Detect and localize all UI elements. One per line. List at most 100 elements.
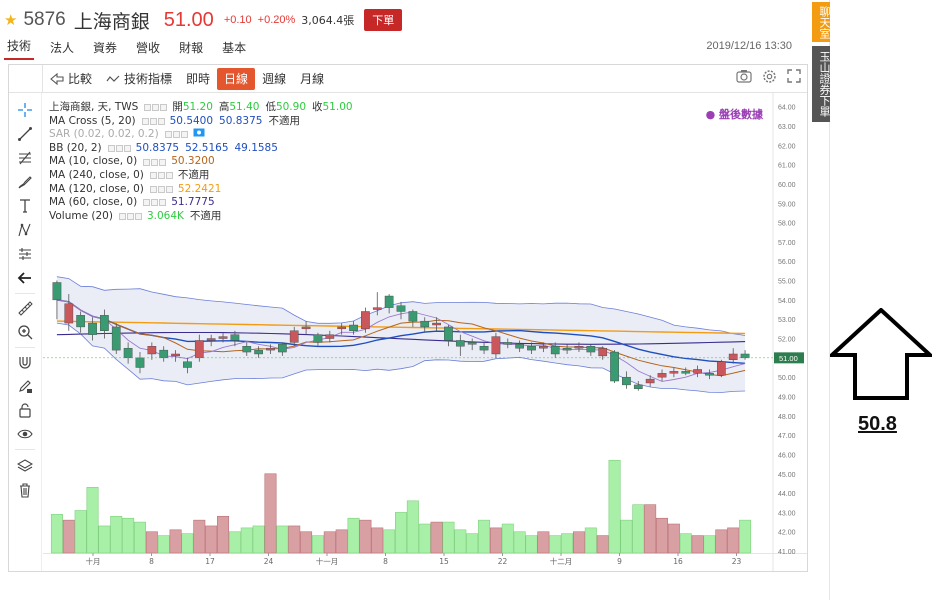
tab-margin[interactable]: 資券: [93, 41, 118, 55]
sar-eye-icon[interactable]: [193, 128, 205, 142]
measure-icon[interactable]: [16, 245, 34, 263]
volume-bar: [217, 515, 230, 554]
legend-controls[interactable]: [149, 185, 174, 193]
legend-symbol-row: 上海商銀, 天, TWS 開 51.20 高 51.40 低 50.90 收 51.00: [49, 101, 359, 115]
pattern-icon[interactable]: [16, 221, 34, 239]
volume-bar: [300, 531, 313, 554]
open-value: 51.20: [182, 101, 213, 113]
legend-controls[interactable]: [143, 199, 167, 207]
interval-weekly[interactable]: 週線: [262, 72, 287, 86]
text-tool-icon[interactable]: [16, 197, 34, 215]
trend-line-icon[interactable]: [16, 125, 34, 143]
y-tick-label: 60.00: [778, 182, 796, 189]
stock-name: 上海商銀: [73, 10, 150, 33]
tab-institutional[interactable]: 法人: [50, 41, 75, 55]
tab-fundamentals[interactable]: 基本: [222, 41, 247, 55]
y-tick-label: 53.00: [778, 317, 796, 324]
volume-bar: [584, 527, 597, 554]
y-tick-label: 61.00: [778, 163, 796, 170]
candle-body: [408, 311, 418, 322]
candle-body: [693, 369, 702, 374]
legend-controls[interactable]: [144, 104, 168, 112]
up-arrow-icon: [830, 308, 932, 400]
pencil-lock-icon[interactable]: [16, 377, 34, 395]
x-tick-label: 15: [439, 557, 449, 566]
legend-controls[interactable]: [141, 117, 166, 125]
volume-bar: [454, 529, 467, 554]
eye-icon[interactable]: [16, 425, 34, 443]
volume-bar: [86, 487, 99, 554]
legend-controls[interactable]: [107, 145, 132, 153]
tab-financials[interactable]: 財報: [179, 41, 204, 55]
volume-bar: [335, 529, 348, 554]
candle-body: [100, 315, 109, 331]
candle-body: [444, 326, 453, 341]
candle-body: [183, 361, 192, 368]
chart-toolbar: 比較 技術指標 即時 日線 週線 月線: [9, 64, 807, 93]
volume-bar: [525, 535, 538, 554]
legend-ma120: MA (120, close, 0) 52.2421: [49, 183, 359, 197]
indicators-button[interactable]: 技術指標: [99, 68, 179, 90]
broker-order-button[interactable]: 玉山證券下單: [812, 46, 831, 122]
lock-icon[interactable]: [16, 401, 34, 419]
magnet-icon[interactable]: [16, 353, 34, 371]
candle-body: [455, 340, 465, 347]
y-tick-label: 58.00: [778, 221, 796, 228]
x-tick-label: 16: [673, 557, 683, 566]
tab-revenue[interactable]: 營收: [136, 41, 161, 55]
legend-controls[interactable]: [143, 158, 167, 166]
volume-bar: [513, 531, 526, 554]
volume-bar: [501, 523, 514, 554]
volume-bar: [347, 517, 360, 554]
volume-bar: [252, 525, 265, 554]
fullscreen-icon[interactable]: [787, 69, 801, 89]
y-tick-label: 50.00: [778, 375, 796, 382]
volume-bar: [466, 533, 479, 554]
zoom-in-icon[interactable]: [16, 323, 34, 341]
legend-controls[interactable]: [118, 213, 143, 221]
camera-icon[interactable]: [736, 69, 752, 89]
bollinger-band-area: [56, 276, 746, 393]
crosshair-icon[interactable]: [16, 101, 34, 119]
fib-retracement-icon[interactable]: [16, 149, 34, 167]
chat-room-button[interactable]: 聊天室: [812, 2, 831, 42]
tab-technical[interactable]: 技術: [4, 37, 35, 60]
indicator-wave-icon: [106, 75, 120, 82]
settings-gear-icon[interactable]: [762, 69, 777, 89]
x-tick-label: 十二月: [550, 556, 573, 566]
price-chart[interactable]: 64.00 63.00 62.00 61.00 60.00 59.00 58.00 57.00…: [43, 93, 807, 571]
legend-controls[interactable]: [149, 172, 174, 180]
ma240-value: 不適用: [177, 168, 210, 181]
back-arrow-icon[interactable]: [16, 269, 34, 287]
candle-body: [313, 334, 323, 343]
candle-body: [278, 344, 287, 353]
x-tick-label: 十月: [86, 556, 101, 566]
legend-volume: Volume (20) 3.064K 不適用: [49, 210, 359, 224]
interval-daily[interactable]: 日線: [217, 67, 256, 90]
candle-body: [396, 305, 406, 312]
ruler-icon[interactable]: [16, 299, 34, 317]
section-tabs: 技術 法人 資券 營收 財報 基本 2019/12/16 13:30: [4, 38, 806, 60]
favorite-star-icon[interactable]: ★: [4, 12, 18, 29]
volume-bar: [98, 525, 111, 554]
last-price-tag-bg: [774, 352, 804, 364]
chart-legend: 上海商銀, 天, TWS 開 51.20 高 51.40 低 50.90 收 51.00…: [49, 101, 359, 223]
bb-basis-value: 50.8375: [135, 141, 180, 154]
legend-controls[interactable]: [164, 131, 189, 139]
layers-icon[interactable]: [16, 457, 34, 475]
after-hours-link[interactable]: ● 盤後數據: [705, 108, 763, 121]
volume-bar: [572, 531, 585, 554]
low-value: 50.90: [275, 101, 306, 113]
interval-realtime[interactable]: 即時: [186, 72, 211, 86]
candle-body: [230, 334, 240, 341]
volume-bar: [181, 533, 194, 554]
order-button[interactable]: 下單: [364, 9, 403, 31]
candle-body: [633, 384, 643, 389]
trash-icon[interactable]: [16, 481, 34, 499]
bb-lower-value: 49.1585: [234, 141, 278, 154]
brush-icon[interactable]: [16, 173, 34, 191]
ma240-label: MA (240, close, 0): [49, 168, 144, 181]
quote-header: ★ 5876 上海商銀 51.00 +0.10 +0.20% 3,064.4張 …: [4, 6, 403, 34]
interval-monthly[interactable]: 月線: [300, 72, 325, 86]
compare-button[interactable]: 比較: [43, 68, 99, 90]
